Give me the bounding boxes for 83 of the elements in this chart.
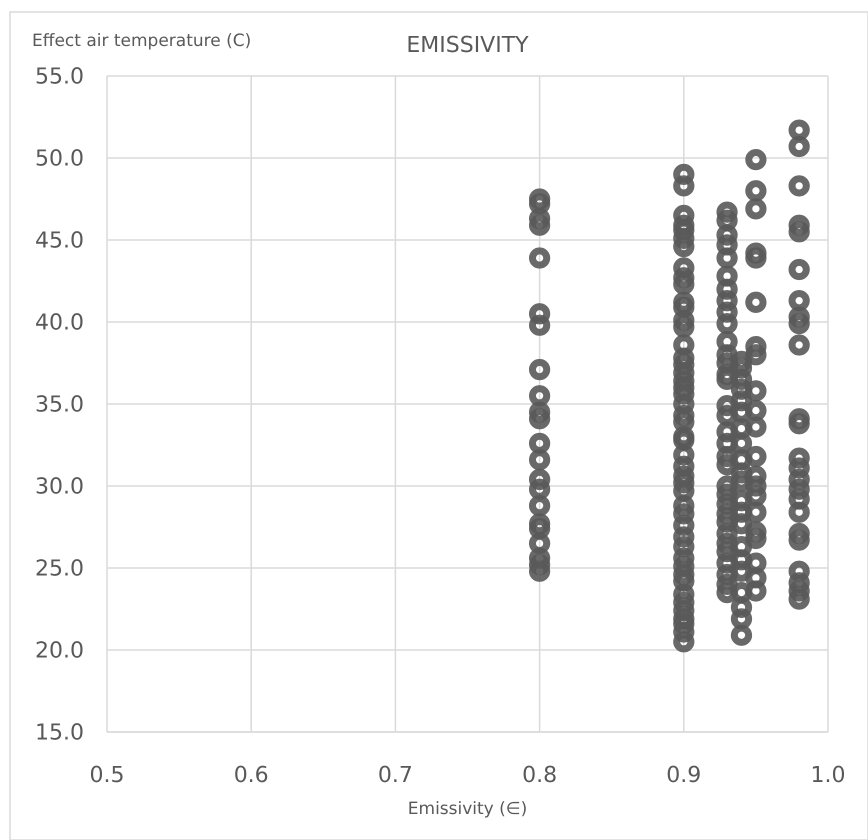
point [745,567,767,588]
point [745,292,767,313]
point [788,468,810,490]
x-tick-label: 0.9 [666,763,702,788]
point [745,466,767,487]
point [745,502,767,523]
point [716,313,738,334]
x-tick-label: 0.5 [90,763,124,788]
point [528,495,550,516]
point [673,526,694,548]
point [788,448,810,469]
point [716,224,738,246]
y-tick-label: 40.0 [35,310,84,336]
point [716,265,738,287]
point [745,180,767,202]
x-tick-label: 1.0 [810,763,846,788]
x-axis-title: Emissivity (∈) [408,799,528,819]
y-tick-label: 25.0 [35,556,84,582]
point [788,334,810,356]
point [528,385,550,406]
point [788,136,810,158]
point [745,149,767,170]
point [528,468,550,490]
point [745,416,767,438]
point [730,596,752,618]
point [716,278,738,300]
point [730,449,752,470]
point [673,536,694,558]
point [673,631,694,652]
point [745,400,767,422]
point [730,390,752,412]
point [528,247,550,269]
point [673,164,694,186]
y-tick-label: 15.0 [35,720,84,746]
point [745,580,767,602]
point [730,624,752,646]
point [730,549,752,570]
point [788,120,810,141]
point [745,380,767,402]
y-tick-label: 50.0 [35,146,84,172]
point [730,536,752,558]
y-tick-label: 20.0 [35,638,84,664]
point [528,358,550,380]
y-axis-title: Effect air temperature (C) [32,31,252,51]
point [528,432,550,454]
point [730,368,752,390]
point [716,522,738,544]
point [788,488,810,510]
point [788,478,810,500]
point [528,449,550,470]
x-tick-label: 0.6 [234,763,269,788]
y-tick-label: 45.0 [35,228,84,254]
point [716,234,738,256]
point [528,314,550,336]
point [673,444,694,466]
point [730,378,752,400]
point [730,513,752,534]
point [673,175,694,196]
x-tick-label: 0.7 [378,763,413,788]
point [745,475,767,497]
point [730,608,752,630]
y-tick-label: 30.0 [35,474,84,500]
point [788,258,810,280]
point [730,432,752,454]
point [788,502,810,523]
point [745,446,767,468]
y-tick-label: 55.0 [35,64,84,90]
point [745,198,767,220]
y-tick-label: 35.0 [35,392,84,418]
x-tick-label: 0.8 [522,763,558,788]
point [716,290,738,312]
point [528,303,550,324]
chart-title: EMISSIVITY [406,33,530,58]
point [788,457,810,479]
point [788,560,810,582]
point [716,247,738,269]
point [528,478,550,500]
point [788,175,810,196]
point [745,485,767,506]
point [716,331,738,352]
point [788,290,810,312]
point [673,514,694,536]
point [716,302,738,323]
